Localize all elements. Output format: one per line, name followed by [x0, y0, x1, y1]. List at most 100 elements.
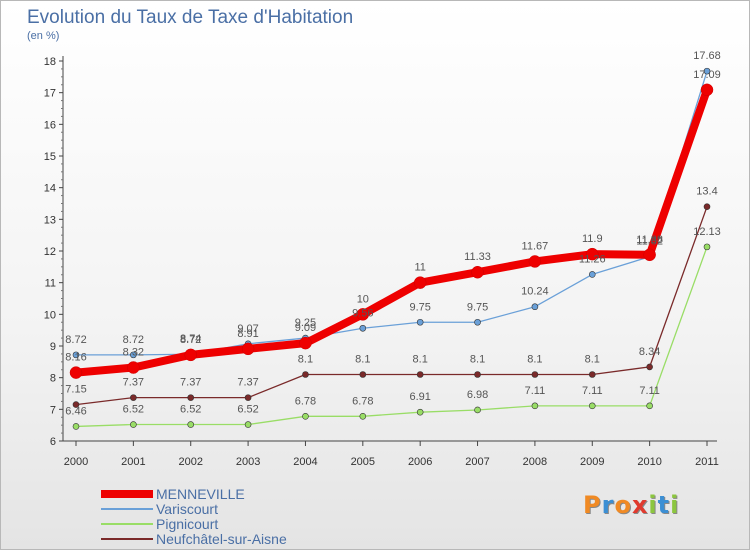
legend-label: Pignicourt: [156, 516, 219, 532]
legend-item: Pignicourt: [101, 516, 341, 532]
x-tick-label: 2003: [236, 456, 260, 468]
data-point: [72, 401, 80, 408]
data-label: 7.37: [180, 377, 201, 389]
legend-swatch: [101, 523, 153, 525]
logo-letter: i: [648, 491, 658, 519]
data-label: 7.11: [639, 385, 660, 397]
x-tick-label: 2006: [408, 456, 432, 468]
data-label: 10.24: [521, 286, 549, 298]
data-point: [588, 371, 596, 378]
legend-swatch: [101, 508, 153, 510]
y-tick-label: 18: [44, 56, 56, 68]
logo-letter: r: [601, 491, 615, 519]
logo-letter: t: [657, 491, 671, 519]
logo-letter: x: [631, 491, 649, 519]
data-label: 9.25: [295, 317, 316, 329]
data-point: [703, 203, 711, 210]
data-point: [700, 83, 714, 97]
data-point: [474, 318, 481, 326]
data-label: 8.72: [123, 334, 144, 346]
legend-swatch: [101, 490, 153, 498]
x-tick-label: 2002: [178, 456, 202, 468]
data-label: 8.34: [639, 346, 660, 358]
data-label: 8.1: [470, 354, 485, 366]
data-label: 8.74: [180, 333, 201, 345]
data-point: [588, 402, 596, 410]
series-line: [75, 246, 708, 428]
y-tick-label: 12: [44, 246, 56, 258]
data-point: [531, 402, 539, 410]
data-label: 8.72: [180, 334, 201, 346]
data-label: 7.37: [237, 377, 258, 389]
y-tick-label: 8: [50, 373, 56, 385]
data-label: 8.1: [298, 354, 313, 366]
data-point: [474, 371, 481, 378]
data-label: 7.37: [123, 377, 144, 389]
data-label: 17.68: [693, 50, 721, 62]
data-label: 11.67: [522, 240, 549, 252]
data-point: [356, 308, 370, 321]
data-point: [703, 243, 711, 251]
data-point: [130, 351, 137, 359]
y-tick-label: 10: [44, 309, 56, 321]
data-label: 10: [357, 293, 369, 305]
data-point: [471, 265, 484, 279]
y-tick-label: 7: [50, 404, 56, 416]
legend-item: MENNEVILLE: [101, 486, 341, 502]
data-point: [474, 406, 481, 414]
data-label: 6.78: [352, 395, 373, 407]
data-point: [528, 255, 542, 268]
y-tick-label: 6: [50, 436, 56, 448]
data-label: 7.11: [582, 385, 603, 397]
data-label: 6.91: [409, 391, 430, 403]
data-label: 11.26: [579, 253, 606, 265]
data-point: [244, 394, 252, 401]
data-point: [416, 318, 424, 326]
data-label: 6.52: [123, 404, 144, 416]
data-label: 8.91: [237, 328, 258, 340]
data-point: [241, 342, 255, 356]
data-point: [359, 412, 367, 420]
data-point: [299, 336, 312, 350]
data-label: 8.16: [65, 352, 86, 364]
y-tick-label: 16: [44, 119, 56, 131]
data-label: 8.32: [123, 347, 144, 359]
legend-label: MENNEVILLE: [156, 486, 245, 502]
data-label: 6.52: [237, 404, 258, 416]
series-variscourt: [72, 67, 711, 359]
series-line: [75, 206, 708, 406]
x-tick-label: 2005: [351, 456, 375, 468]
data-label: 9.07: [237, 323, 258, 335]
x-tick-label: 2007: [465, 456, 489, 468]
series-line: [72, 85, 711, 377]
y-tick-label: 9: [50, 341, 56, 353]
data-point: [302, 371, 309, 378]
data-point: [302, 412, 309, 420]
data-label: 17.09: [693, 69, 721, 81]
data-point: [646, 363, 653, 371]
data-label: 9.75: [409, 301, 430, 313]
x-tick-label: 2011: [695, 456, 719, 468]
data-label: 6.46: [65, 405, 86, 417]
x-tick-label: 2010: [637, 456, 661, 468]
data-label: 8.1: [585, 354, 600, 366]
data-label: 9.75: [467, 301, 488, 313]
data-label: 8.1: [355, 354, 370, 366]
logo-letter: P: [583, 491, 602, 519]
series-pignicourt: [72, 243, 711, 430]
legend-swatch: [101, 538, 153, 540]
series-neufch-tel-sur-aisne: [72, 203, 711, 408]
data-label: 6.98: [467, 389, 488, 401]
data-point: [586, 247, 599, 261]
data-point: [413, 276, 427, 289]
data-label: 8.72: [65, 334, 86, 346]
data-point: [72, 351, 80, 359]
data-point: [127, 361, 140, 374]
data-point: [531, 303, 539, 311]
data-label: 9.56: [352, 307, 373, 319]
x-tick-label: 2000: [64, 456, 88, 468]
data-point: [588, 271, 596, 278]
data-point: [187, 394, 195, 401]
y-tick-label: 11: [45, 278, 56, 290]
